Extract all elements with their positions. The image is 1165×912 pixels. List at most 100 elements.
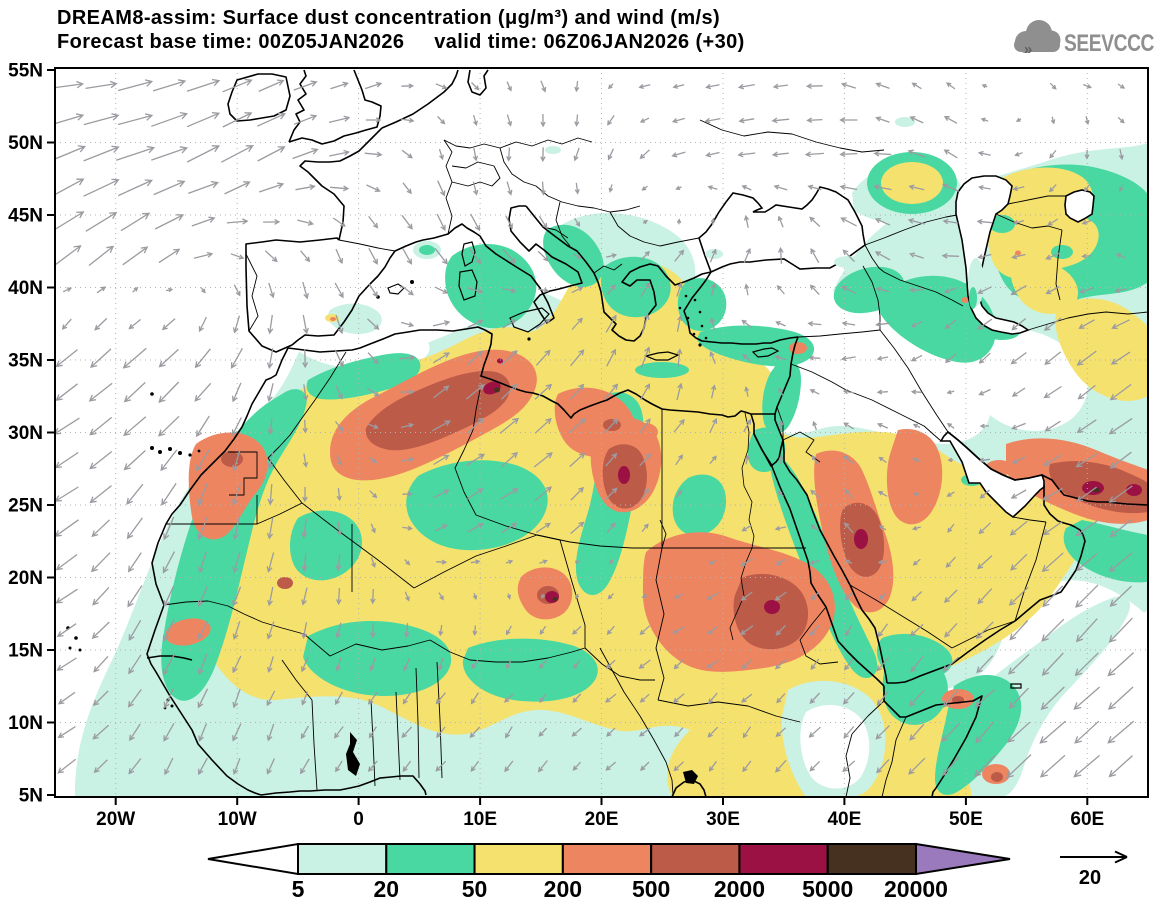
wind-arrow <box>226 218 249 225</box>
wind-arrow <box>230 347 243 369</box>
dust-region <box>1063 520 1148 583</box>
wind-arrow <box>467 488 484 500</box>
wind-arrow <box>534 486 553 502</box>
wind-arrow <box>671 117 685 124</box>
wind-arrow <box>737 151 756 158</box>
wind-arrow <box>129 723 141 742</box>
wind-arrow <box>778 419 784 432</box>
wind-arrow <box>907 149 926 158</box>
wind-arrow <box>1010 351 1027 365</box>
wind-arrow <box>1012 185 1025 192</box>
wind-arrow <box>368 247 378 265</box>
wind-arrow <box>571 286 584 294</box>
dust-region <box>677 278 727 332</box>
wind-arrow <box>334 349 344 368</box>
wind-arrow <box>537 287 550 293</box>
legend-cell <box>561 843 653 875</box>
wind-arrow <box>266 517 274 540</box>
wind-arrow <box>370 622 376 639</box>
wind-arrow <box>572 761 581 771</box>
country-border <box>555 201 571 247</box>
wind-arrow <box>128 654 142 675</box>
wind-arrow <box>976 555 993 570</box>
wind-arrow <box>1075 452 1098 468</box>
wind-arrow <box>231 417 242 436</box>
wind-arrow <box>55 451 79 469</box>
wind-arrow <box>845 624 853 637</box>
wind-arrow <box>1078 287 1095 294</box>
lat-tick-label: 5N <box>19 786 43 807</box>
wind-arrow <box>778 387 784 396</box>
wind-arrow <box>61 318 72 330</box>
wind-arrow <box>741 319 752 328</box>
dust-region <box>588 511 612 529</box>
wind-arrow <box>367 318 380 331</box>
wind-arrow <box>771 117 790 124</box>
wind-arrow <box>334 282 344 299</box>
wind-arrow <box>399 354 416 361</box>
country-border <box>443 139 453 235</box>
country-border <box>535 185 641 213</box>
dust-region <box>552 597 558 601</box>
wind-arrow <box>777 246 784 264</box>
wind-arrow <box>162 619 175 642</box>
wind-arrow <box>1011 253 1026 260</box>
wind-arrow <box>810 591 820 601</box>
wind-arrow <box>370 588 376 605</box>
wind-reference-label: 20 <box>1079 867 1101 889</box>
wind-arrow <box>909 623 924 637</box>
wind-arrow <box>471 659 479 670</box>
wind-arrow <box>194 348 211 369</box>
wind-arrow <box>267 483 274 506</box>
wind-arrow <box>402 692 412 705</box>
wind-arrow <box>740 558 754 567</box>
wind-arrow <box>575 593 580 600</box>
dust-region <box>764 600 780 614</box>
wind-arrow <box>942 656 960 672</box>
wind-arrow <box>369 490 378 499</box>
wind-arrow <box>809 389 820 395</box>
wind-arrow <box>641 523 649 533</box>
wind-arrow <box>573 147 580 162</box>
wind-arrow <box>743 214 750 228</box>
wind-arrow <box>947 523 955 534</box>
wind-arrow <box>1077 384 1096 400</box>
country-border <box>593 263 623 274</box>
wind-arrow <box>367 692 378 705</box>
wind-arrow <box>267 451 274 470</box>
wind-arrow <box>433 489 450 499</box>
legend-cell <box>385 843 476 875</box>
legend-value: 500 <box>632 876 670 902</box>
wind-arrow <box>844 488 854 499</box>
country-border <box>599 647 674 796</box>
lon-tick-label: 40E <box>827 809 861 830</box>
wind-arrow <box>328 115 351 124</box>
dust-region <box>1015 250 1021 256</box>
wind-arrow <box>401 149 414 159</box>
wind-arrow <box>470 760 480 773</box>
wind-arrow <box>842 455 855 465</box>
wind-arrow <box>335 385 343 400</box>
dust-region <box>1005 610 1148 797</box>
wind-arrow <box>638 727 651 737</box>
wind-arrow <box>569 452 586 468</box>
wind-arrow <box>607 148 614 161</box>
wind-arrow <box>1048 184 1057 193</box>
wind-arrow <box>301 587 308 606</box>
wind-arrow <box>400 117 415 124</box>
wind-arrow <box>606 348 617 367</box>
wind-arrow <box>876 759 890 774</box>
wind-arrow <box>976 318 993 330</box>
wind-arrow <box>1008 653 1030 675</box>
wind-arrow <box>302 314 309 335</box>
wind-arrow <box>94 317 108 331</box>
wind-arrow <box>1042 585 1064 608</box>
wind-arrow <box>230 253 245 260</box>
wind-arrow <box>123 416 147 437</box>
wind-arrow <box>126 483 144 505</box>
river <box>729 412 755 641</box>
wind-arrow <box>200 287 206 294</box>
wind-arrow <box>739 625 754 636</box>
country-border <box>542 226 569 239</box>
wind-arrow <box>874 251 891 261</box>
